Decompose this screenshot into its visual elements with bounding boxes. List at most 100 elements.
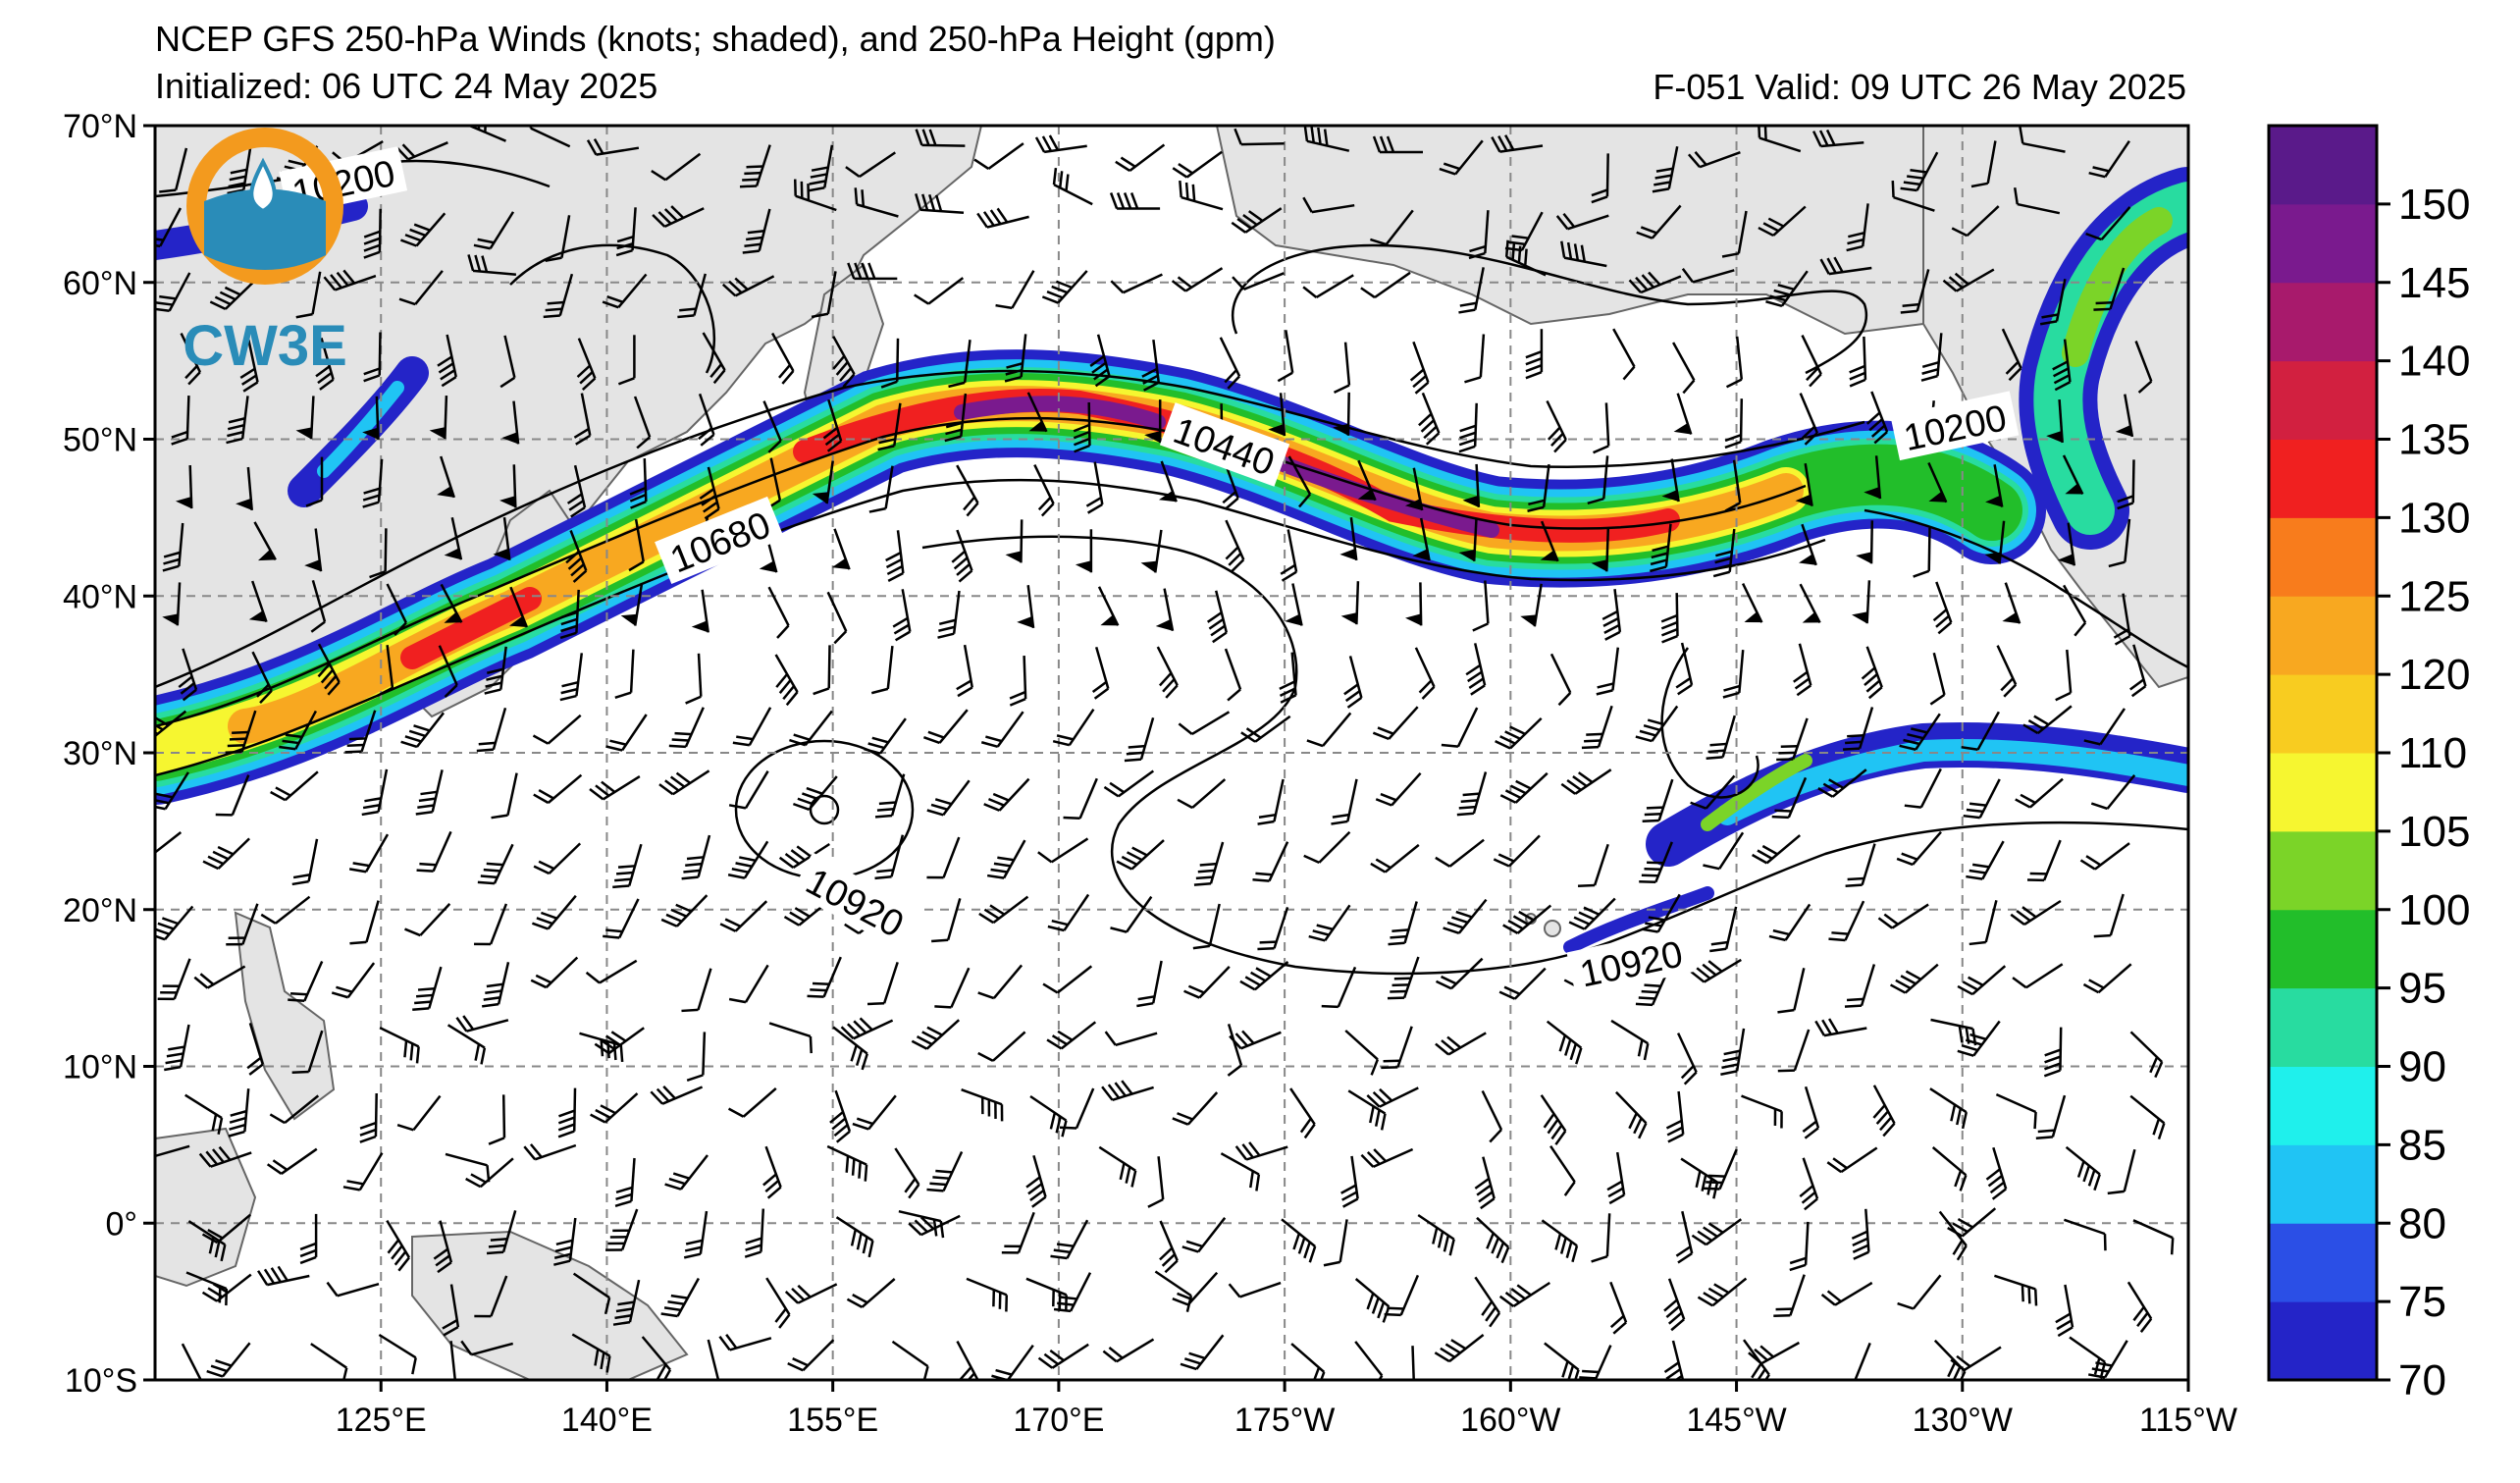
wind-barb-staff bbox=[378, 332, 382, 376]
wind-barb-staff bbox=[1793, 968, 1806, 1011]
wind-barb-staff bbox=[596, 146, 640, 156]
wind-barb-feather bbox=[1851, 1230, 1868, 1240]
wind-barb-staff bbox=[251, 580, 268, 623]
wind-barb-feather bbox=[409, 228, 427, 238]
wind-barb-staff bbox=[221, 1342, 251, 1378]
wind-barb-staff bbox=[2065, 1145, 2101, 1176]
wind-barb-feather bbox=[831, 1117, 847, 1131]
wind-barb-staff bbox=[1676, 1033, 1698, 1074]
wind-barb bbox=[931, 898, 962, 943]
wind-barb-feather bbox=[957, 686, 973, 698]
wind-barb-staff bbox=[1160, 460, 1178, 503]
wind-barb-feather bbox=[418, 797, 437, 803]
wind-barb-feather bbox=[228, 936, 245, 939]
wind-barb bbox=[628, 518, 645, 572]
wind-barb-pennant bbox=[1591, 559, 1607, 572]
wind-barb bbox=[305, 456, 324, 507]
wind-barb-staff bbox=[867, 1094, 897, 1131]
wind-barb-feather bbox=[1446, 1035, 1462, 1049]
wind-barb-feather bbox=[1665, 1368, 1681, 1380]
wind-barb-staff bbox=[155, 1144, 190, 1160]
wind-barb-feather bbox=[156, 792, 174, 799]
wind-barb-staff bbox=[2097, 963, 2132, 994]
wind-barb-feather bbox=[1645, 922, 1662, 927]
wind-barb-feather bbox=[1591, 195, 1608, 204]
wind-barb-feather bbox=[1046, 1038, 1063, 1050]
wind-barb-feather bbox=[874, 814, 893, 819]
wind-barb-feather bbox=[387, 1239, 400, 1254]
wind-barb-staff bbox=[179, 1024, 190, 1068]
wind-barb-feather bbox=[362, 494, 380, 502]
wind-barb-staff bbox=[2100, 206, 2131, 240]
wind-barb bbox=[2013, 186, 2061, 215]
wind-barb-staff bbox=[377, 458, 384, 503]
wind-barb-feather bbox=[993, 862, 1012, 868]
colorbar-swatch bbox=[2269, 1301, 2377, 1381]
wind-barb-feather bbox=[485, 989, 502, 995]
wind-barb bbox=[612, 1279, 641, 1326]
wind-barb-feather bbox=[1234, 128, 1242, 145]
wind-barb-feather bbox=[1697, 1230, 1713, 1243]
wind-barb-feather bbox=[1051, 285, 1069, 294]
wind-barb-staff bbox=[2023, 899, 2062, 927]
wind-barb-feather bbox=[320, 668, 335, 684]
wind-barb-feather bbox=[1037, 496, 1052, 511]
wind-barb-feather bbox=[1773, 289, 1791, 296]
wind-barb-feather bbox=[944, 435, 962, 443]
wind-barb-feather bbox=[1373, 1148, 1388, 1163]
wind-barb-staff bbox=[701, 589, 709, 633]
wind-barb-staff bbox=[1670, 458, 1680, 503]
wind-barb-feather bbox=[615, 248, 633, 257]
wind-barb-feather bbox=[1504, 730, 1521, 740]
wind-barb-feather bbox=[794, 907, 811, 918]
wind-barb-staff bbox=[1540, 1094, 1567, 1132]
wind-barb bbox=[1724, 398, 1744, 450]
wind-barb bbox=[1234, 128, 1285, 146]
wind-barb-feather bbox=[486, 862, 503, 867]
wind-barb bbox=[1098, 1145, 1137, 1188]
wind-barb bbox=[1802, 1086, 1820, 1139]
wind-barb-feather bbox=[996, 207, 1009, 224]
wind-barb-feather bbox=[1360, 1153, 1375, 1168]
wind-barb-feather bbox=[1130, 1170, 1137, 1188]
wind-barb-feather bbox=[1232, 276, 1245, 291]
wind-barb-staff bbox=[697, 653, 703, 697]
wind-barb-feather bbox=[1086, 503, 1103, 514]
wind-barb-staff bbox=[1412, 341, 1430, 384]
wind-barb bbox=[1206, 590, 1229, 644]
wind-barb-feather bbox=[1056, 1243, 1075, 1247]
wind-barb-staff bbox=[334, 274, 377, 291]
wind-barb-feather bbox=[1258, 813, 1277, 819]
wind-barb-staff bbox=[1023, 656, 1027, 700]
wind-barb-staff bbox=[569, 530, 588, 572]
wind-barb-feather bbox=[966, 502, 979, 517]
wind-barb-feather bbox=[1777, 284, 1795, 291]
wind-barb-feather bbox=[2005, 360, 2020, 375]
wind-barb-staff bbox=[1253, 961, 1289, 991]
wind-barb-feather bbox=[1780, 1111, 1783, 1129]
wind-barb-staff bbox=[1244, 207, 1283, 234]
wind-barb bbox=[1560, 240, 1607, 268]
wind-barb-feather bbox=[2103, 1234, 2107, 1251]
wind-barb bbox=[1384, 1274, 1420, 1317]
wind-barb bbox=[1891, 180, 1935, 212]
wind-barb-feather bbox=[704, 1382, 720, 1392]
wind-barb-feather bbox=[1063, 816, 1080, 820]
wind-barb-feather bbox=[1555, 215, 1569, 231]
wind-barb-feather bbox=[1165, 684, 1179, 699]
wind-barb-staff bbox=[1075, 1087, 1095, 1129]
wind-barb-feather bbox=[612, 1320, 631, 1326]
wind-barb-feather bbox=[1580, 244, 1586, 262]
wind-barb-feather bbox=[1957, 1049, 1974, 1057]
wind-barb-staff bbox=[1348, 656, 1363, 699]
wind-barb-staff bbox=[1978, 778, 2001, 819]
wind-barb-feather bbox=[207, 855, 225, 866]
wind-barb-staff bbox=[1735, 336, 1744, 380]
wind-barb bbox=[1811, 129, 1864, 148]
wind-barb-staff bbox=[707, 466, 720, 509]
wind-barb bbox=[1799, 393, 1819, 446]
wind-barb-feather bbox=[1573, 916, 1591, 926]
wind-barb-feather bbox=[1675, 677, 1692, 689]
wind-barb-staff bbox=[942, 1150, 964, 1192]
wind-barb-staff bbox=[1912, 1274, 1942, 1310]
